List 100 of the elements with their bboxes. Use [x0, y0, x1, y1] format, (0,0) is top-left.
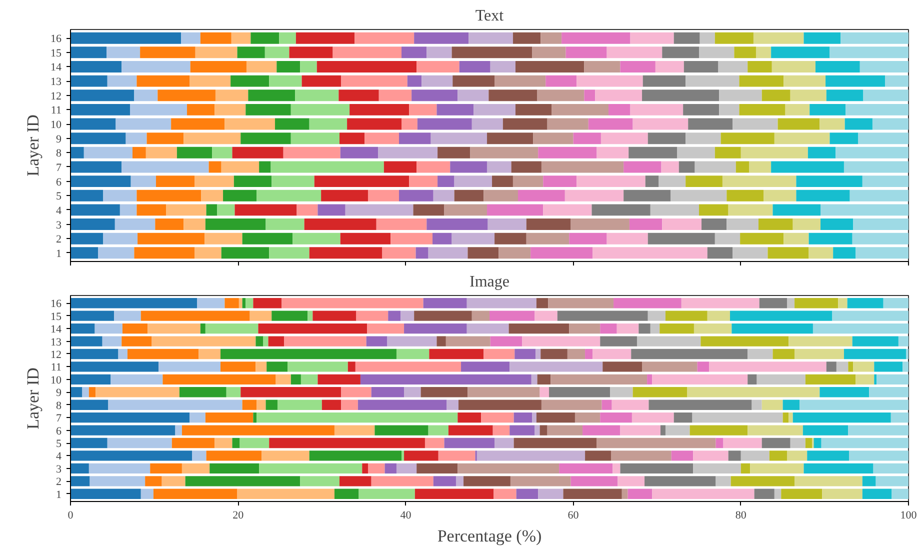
- bar: [96, 387, 180, 398]
- bar: [468, 387, 540, 398]
- bar: [658, 176, 686, 188]
- bar: [790, 90, 826, 102]
- bar: [699, 204, 728, 216]
- bar: [844, 118, 872, 130]
- bar: [130, 176, 156, 188]
- bar: [438, 146, 470, 158]
- bar: [136, 204, 166, 216]
- bar: [140, 46, 196, 58]
- bar: [610, 387, 633, 398]
- bar: [70, 247, 98, 259]
- bar: [304, 218, 376, 230]
- bar: [794, 476, 862, 486]
- bar: [220, 348, 396, 360]
- bar: [206, 450, 262, 461]
- bar: [515, 104, 552, 116]
- bar: [486, 204, 544, 216]
- bar: [390, 232, 433, 244]
- bar: [367, 323, 404, 334]
- bar: [259, 463, 362, 474]
- bar: [548, 298, 614, 308]
- bar: [362, 463, 368, 474]
- bar: [355, 362, 462, 372]
- y-tick-label: 13: [50, 76, 62, 88]
- bar: [374, 425, 428, 436]
- bar: [322, 400, 342, 410]
- bar: [185, 476, 300, 486]
- bar: [748, 374, 757, 385]
- bar: [758, 218, 793, 230]
- y-tick-label: 10: [50, 374, 62, 386]
- bar: [536, 298, 548, 308]
- bar: [308, 310, 313, 321]
- bar: [808, 247, 834, 259]
- bar: [371, 476, 434, 486]
- bar: [70, 387, 82, 398]
- bar: [428, 425, 448, 436]
- bar: [762, 90, 790, 102]
- bar: [438, 450, 476, 461]
- bar: [631, 348, 748, 360]
- bar: [215, 90, 248, 102]
- bar: [660, 425, 666, 436]
- bar: [70, 132, 126, 144]
- bar: [248, 90, 296, 102]
- bar: [678, 161, 695, 173]
- bar: [707, 310, 730, 321]
- bar: [484, 348, 515, 360]
- bar: [276, 374, 291, 385]
- bar: [494, 438, 514, 448]
- bar: [70, 104, 130, 116]
- y-tick-label: 4: [56, 450, 62, 463]
- bar: [272, 310, 308, 321]
- bar: [494, 75, 546, 87]
- bar: [632, 118, 688, 130]
- bar: [217, 204, 235, 216]
- bar: [334, 488, 359, 499]
- bar: [256, 362, 267, 372]
- bar: [140, 488, 154, 499]
- bar: [836, 362, 848, 372]
- bar: [576, 176, 646, 188]
- bar: [452, 75, 495, 87]
- bar: [874, 362, 903, 372]
- bar: [595, 90, 642, 102]
- bar: [805, 374, 856, 385]
- bar: [566, 46, 607, 58]
- bar: [612, 400, 649, 410]
- bar: [567, 348, 586, 360]
- bar: [459, 61, 490, 72]
- bar: [739, 75, 784, 87]
- bar: [341, 75, 408, 87]
- bar: [127, 348, 199, 360]
- bar: [592, 204, 650, 216]
- bar: [464, 476, 510, 486]
- bar: [642, 90, 720, 102]
- bar: [340, 132, 365, 144]
- bar: [428, 247, 468, 259]
- bar: [815, 61, 860, 72]
- bar: [404, 323, 467, 334]
- bar: [719, 104, 740, 116]
- bar: [540, 32, 562, 44]
- bar: [289, 46, 333, 58]
- bar: [541, 161, 624, 173]
- bar: [514, 348, 536, 360]
- bar: [822, 488, 862, 499]
- bar: [70, 75, 108, 87]
- bar: [70, 412, 190, 423]
- bar: [347, 118, 402, 130]
- bar: [582, 425, 620, 436]
- bar: [674, 32, 700, 44]
- bar: [510, 425, 535, 436]
- bar: [201, 190, 224, 202]
- bar: [334, 425, 375, 436]
- bar: [852, 336, 898, 346]
- bar: [728, 450, 741, 461]
- bar: [830, 46, 908, 58]
- bar: [514, 412, 532, 423]
- bar: [728, 204, 773, 216]
- bar: [796, 190, 850, 202]
- bar: [70, 348, 118, 360]
- bar: [274, 118, 310, 130]
